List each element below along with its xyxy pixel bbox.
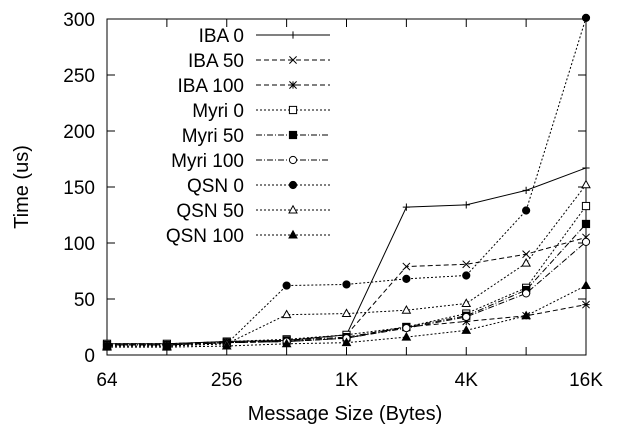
data-point bbox=[522, 289, 531, 298]
legend-entry: Myri 100 bbox=[171, 151, 330, 172]
data-point bbox=[282, 281, 291, 290]
legend-label: IBA 100 bbox=[177, 76, 244, 97]
data-point bbox=[401, 331, 412, 341]
data-point bbox=[581, 13, 591, 22]
legend-label: Myri 100 bbox=[171, 151, 244, 172]
data-point bbox=[402, 203, 410, 211]
series-line bbox=[107, 236, 587, 345]
x-axis-label: Message Size (Bytes) bbox=[248, 403, 443, 425]
legend-marker bbox=[288, 105, 298, 115]
legend-entry: IBA 50 bbox=[188, 51, 330, 72]
data-point bbox=[581, 219, 591, 229]
series-qsn-100 bbox=[102, 280, 591, 351]
legend-entry: Myri 0 bbox=[192, 101, 330, 122]
y-axis-label: Time (us) bbox=[11, 145, 33, 229]
data-point bbox=[462, 317, 471, 326]
data-point bbox=[581, 237, 591, 246]
data-point bbox=[281, 309, 292, 319]
data-point bbox=[402, 324, 411, 333]
data-point bbox=[461, 325, 472, 334]
data-point bbox=[522, 206, 531, 215]
legend-marker bbox=[289, 31, 297, 39]
data-point bbox=[221, 340, 232, 350]
x-tick-label: 4K bbox=[455, 370, 479, 391]
data-point bbox=[342, 280, 351, 289]
data-point bbox=[581, 201, 591, 211]
y-tick-label: 100 bbox=[63, 234, 95, 255]
legend-marker bbox=[288, 130, 298, 140]
legend: IBA 0 IBA 50 IBA 100 Myri 0 Myri 50 Myri 100 Q… bbox=[166, 26, 330, 247]
y-tick-label: 200 bbox=[63, 122, 95, 143]
data-point bbox=[401, 304, 412, 314]
legend-entry: QSN 0 bbox=[187, 176, 330, 197]
data-point bbox=[102, 341, 112, 351]
data-point bbox=[581, 179, 591, 189]
series-line bbox=[107, 17, 587, 347]
series-line bbox=[107, 304, 587, 346]
data-point bbox=[162, 341, 172, 351]
legend-label: QSN 100 bbox=[166, 226, 244, 247]
data-point bbox=[462, 271, 471, 280]
x-tick-label: 1K bbox=[335, 370, 359, 391]
legend-label: IBA 0 bbox=[199, 26, 244, 47]
data-point bbox=[281, 338, 292, 348]
data-point bbox=[582, 164, 590, 172]
data-point bbox=[402, 262, 411, 271]
x-tick-label: 256 bbox=[211, 370, 243, 391]
data-point bbox=[522, 250, 531, 259]
y-tick-label: 0 bbox=[84, 346, 95, 367]
legend-entry: QSN 100 bbox=[166, 226, 330, 247]
y-tick-label: 150 bbox=[63, 178, 95, 199]
series-line bbox=[107, 205, 587, 345]
series-iba-50 bbox=[103, 233, 590, 348]
data-point bbox=[581, 280, 591, 290]
y-tick-label: 300 bbox=[63, 10, 95, 31]
data-point bbox=[462, 312, 471, 322]
legend-marker bbox=[288, 180, 298, 190]
legend-label: QSN 0 bbox=[187, 176, 244, 197]
series-qsn-0 bbox=[102, 13, 591, 351]
data-point bbox=[461, 298, 472, 307]
series-myri-0 bbox=[102, 201, 591, 348]
axes: 0 50 100 150 200 250 300 64 256 1K 4K 16K bbox=[63, 10, 603, 391]
legend-label: IBA 50 bbox=[188, 51, 244, 72]
plot-frame bbox=[106, 18, 587, 356]
y-tick-label: 50 bbox=[74, 290, 95, 311]
x-tick-label: 64 bbox=[96, 370, 118, 391]
data-point bbox=[462, 201, 470, 209]
legend-marker bbox=[288, 229, 298, 239]
legend-label: Myri 50 bbox=[182, 126, 244, 147]
legend-label: Myri 0 bbox=[192, 101, 244, 122]
legend-entry: Myri 50 bbox=[182, 126, 330, 147]
data-point bbox=[521, 257, 531, 267]
plot-series bbox=[102, 13, 591, 351]
legend-entry: QSN 50 bbox=[176, 201, 330, 222]
data-point bbox=[582, 300, 590, 309]
legend-label: QSN 50 bbox=[176, 201, 244, 222]
data-point bbox=[341, 308, 352, 318]
data-point bbox=[462, 260, 471, 269]
legend-marker bbox=[289, 56, 297, 64]
series-line bbox=[107, 167, 587, 345]
data-point bbox=[521, 310, 531, 320]
data-point bbox=[341, 337, 352, 347]
legend-entry: IBA 0 bbox=[199, 26, 330, 47]
x-tick-label: 16K bbox=[569, 370, 603, 391]
data-point bbox=[402, 274, 411, 283]
y-tick-label: 250 bbox=[63, 66, 95, 87]
legend-marker bbox=[288, 204, 298, 214]
legend-entry: IBA 100 bbox=[177, 76, 330, 97]
data-point bbox=[522, 186, 530, 194]
legend-marker bbox=[288, 155, 298, 165]
series-line bbox=[107, 285, 587, 348]
legend-marker bbox=[289, 81, 297, 89]
